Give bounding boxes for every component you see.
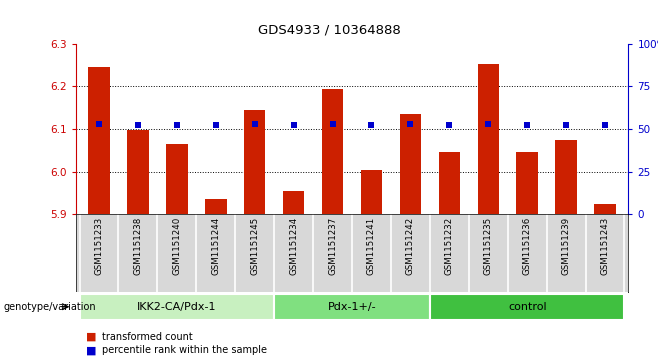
Bar — [517, 152, 538, 214]
Bar — [361, 170, 382, 214]
Bar — [478, 64, 499, 214]
Text: GSM1151237: GSM1151237 — [328, 216, 337, 275]
Text: GSM1151234: GSM1151234 — [289, 216, 298, 275]
Text: ■: ■ — [86, 332, 96, 342]
Text: GSM1151244: GSM1151244 — [211, 216, 220, 275]
Text: GSM1151232: GSM1151232 — [445, 216, 454, 275]
Text: Pdx-1+/-: Pdx-1+/- — [328, 302, 376, 312]
Text: GSM1151242: GSM1151242 — [406, 216, 415, 275]
Text: GSM1151238: GSM1151238 — [134, 216, 142, 275]
Bar — [439, 152, 460, 214]
Bar — [166, 144, 188, 214]
Bar — [127, 130, 149, 214]
Bar — [555, 140, 577, 214]
Bar — [594, 204, 616, 214]
Text: IKK2-CA/Pdx-1: IKK2-CA/Pdx-1 — [137, 302, 216, 312]
Text: transformed count: transformed count — [102, 332, 193, 342]
Text: GSM1151239: GSM1151239 — [562, 216, 570, 275]
Bar — [274, 294, 430, 320]
Text: GSM1151241: GSM1151241 — [367, 216, 376, 275]
Bar — [322, 89, 343, 214]
Text: GSM1151235: GSM1151235 — [484, 216, 493, 275]
Bar — [205, 199, 226, 214]
Bar — [430, 294, 624, 320]
Bar — [88, 67, 110, 214]
Text: GSM1151240: GSM1151240 — [172, 216, 182, 275]
Text: genotype/variation: genotype/variation — [3, 302, 96, 312]
Text: GSM1151243: GSM1151243 — [601, 216, 609, 275]
Text: GSM1151236: GSM1151236 — [522, 216, 532, 275]
Text: GSM1151245: GSM1151245 — [250, 216, 259, 275]
Text: control: control — [508, 302, 547, 312]
Bar — [283, 191, 305, 214]
Text: GSM1151233: GSM1151233 — [95, 216, 103, 275]
Text: ■: ■ — [86, 345, 96, 355]
Bar — [80, 294, 274, 320]
Bar — [399, 114, 421, 214]
Bar — [244, 110, 265, 214]
Text: percentile rank within the sample: percentile rank within the sample — [102, 345, 267, 355]
Text: GDS4933 / 10364888: GDS4933 / 10364888 — [258, 24, 400, 37]
